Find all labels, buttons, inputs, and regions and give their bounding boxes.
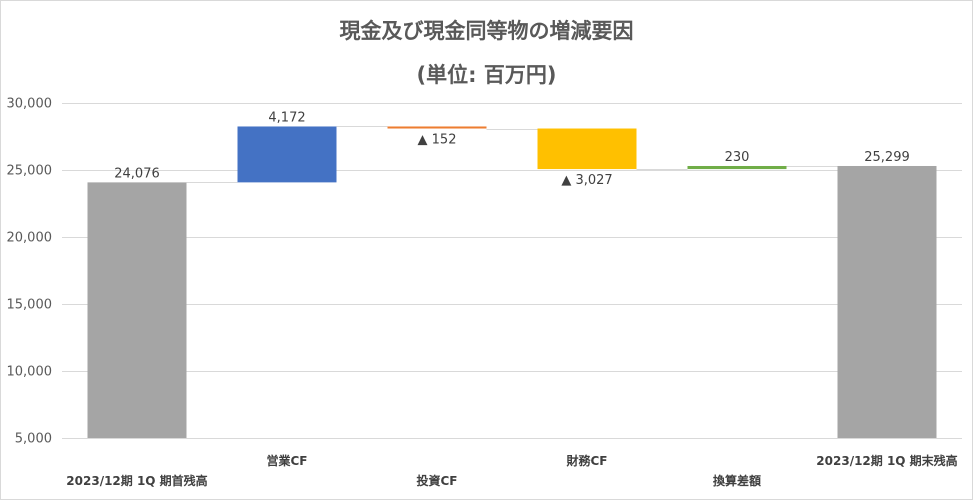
chart-subtitle: (単位: 百万円) (416, 63, 557, 87)
data-label: 4,172 (268, 110, 305, 125)
data-label: 24,076 (114, 166, 160, 181)
category-label: 2023/12期 1Q 期末残高 (816, 453, 957, 468)
y-tick-label: 20,000 (7, 231, 53, 246)
category-label: 換算差額 (713, 473, 761, 488)
category-label: 投資CF (416, 473, 457, 488)
category-label: 2023/12期 1Q 期首残高 (66, 473, 207, 488)
data-label: 230 (725, 150, 750, 165)
y-tick-label: 5,000 (15, 432, 52, 447)
bar[interactable] (387, 126, 487, 129)
bar[interactable] (237, 126, 337, 183)
category-label: 営業CF (266, 453, 307, 468)
category-label: 財務CF (565, 453, 607, 468)
y-tick-label: 25,000 (7, 164, 53, 179)
y-tick-label: 10,000 (7, 365, 53, 380)
bar[interactable] (537, 128, 637, 170)
y-tick-label: 15,000 (7, 298, 53, 313)
data-label: ▲ 152 (418, 133, 457, 148)
bar[interactable] (687, 165, 787, 170)
bar[interactable] (87, 182, 187, 438)
chart-title: 現金及び現金同等物の増減要因 (339, 19, 634, 43)
bar[interactable] (837, 165, 937, 438)
data-label: ▲ 3,027 (561, 173, 612, 188)
y-tick-label: 30,000 (7, 97, 53, 112)
data-label: 25,299 (864, 150, 910, 165)
